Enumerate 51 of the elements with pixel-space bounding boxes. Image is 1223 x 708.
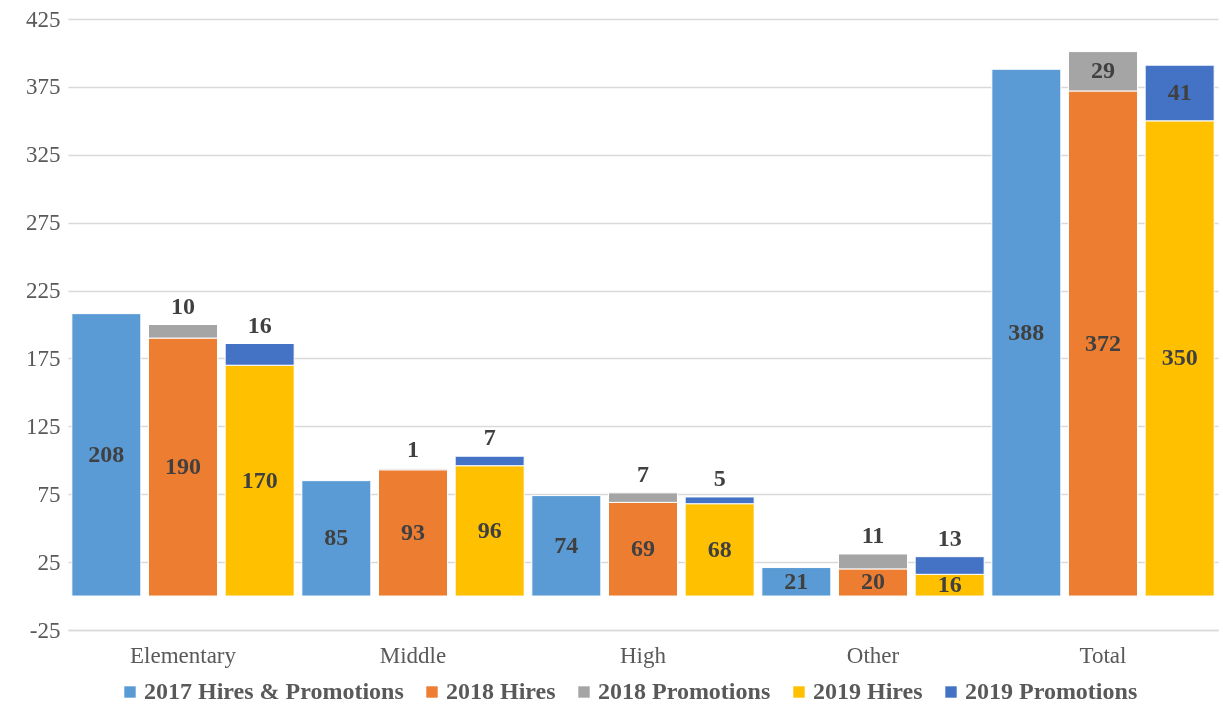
legend-label: 2019 Promotions <box>965 678 1138 704</box>
y-tick-label: 75 <box>37 481 61 507</box>
y-tick-label: 25 <box>37 549 61 575</box>
data-label: 16 <box>937 571 962 598</box>
data-label: 93 <box>401 518 425 545</box>
y-tick-label: 375 <box>26 74 61 100</box>
data-label: 20 <box>861 568 885 595</box>
data-label: 74 <box>554 531 579 558</box>
data-label: 190 <box>165 453 201 480</box>
data-label: 29 <box>1091 57 1115 84</box>
y-tick-label: 425 <box>26 6 61 32</box>
data-label: 96 <box>477 516 502 543</box>
data-label: 372 <box>1085 329 1121 356</box>
data-label: 10 <box>171 292 195 319</box>
data-label: 1 <box>407 436 419 463</box>
x-tick-label: Middle <box>379 642 447 668</box>
bar <box>71 313 142 597</box>
y-tick-label: 225 <box>26 278 61 304</box>
y-tick-label: -25 <box>29 617 61 643</box>
data-label: 85 <box>324 524 349 551</box>
legend-label: 2018 Promotions <box>598 678 771 704</box>
y-tick-label: 175 <box>26 345 61 371</box>
legend-label: 2019 Hires <box>813 678 923 704</box>
data-label: 41 <box>1167 79 1192 105</box>
x-tick-label: High <box>620 642 667 668</box>
data-label: 7 <box>637 460 649 487</box>
data-label: 13 <box>937 524 962 551</box>
data-label: 388 <box>1008 318 1045 345</box>
data-label: 21 <box>784 567 809 594</box>
bar <box>761 567 832 597</box>
y-tick-label: 325 <box>26 142 61 168</box>
data-label: 7 <box>483 424 496 451</box>
data-label: 170 <box>241 466 278 493</box>
legend-label: 2017 Hires & Promotions <box>144 678 404 704</box>
data-label: 16 <box>247 311 272 338</box>
x-tick-label: Elementary <box>129 642 237 668</box>
data-label: 208 <box>88 440 125 467</box>
bar <box>378 469 448 597</box>
bar <box>991 68 1062 597</box>
y-tick-label: 125 <box>26 413 61 439</box>
data-label: 11 <box>861 521 885 548</box>
y-tick-label: 275 <box>26 210 61 236</box>
bar <box>301 480 372 597</box>
data-label: 5 <box>713 464 726 491</box>
legend-label: 2018 Hires <box>446 678 556 704</box>
data-label: 68 <box>707 535 732 562</box>
x-tick-label: Total <box>1079 642 1127 668</box>
bar <box>531 495 602 597</box>
data-label: 69 <box>631 535 655 562</box>
x-tick-label: Other <box>846 642 900 668</box>
data-label: 350 <box>1161 344 1198 371</box>
